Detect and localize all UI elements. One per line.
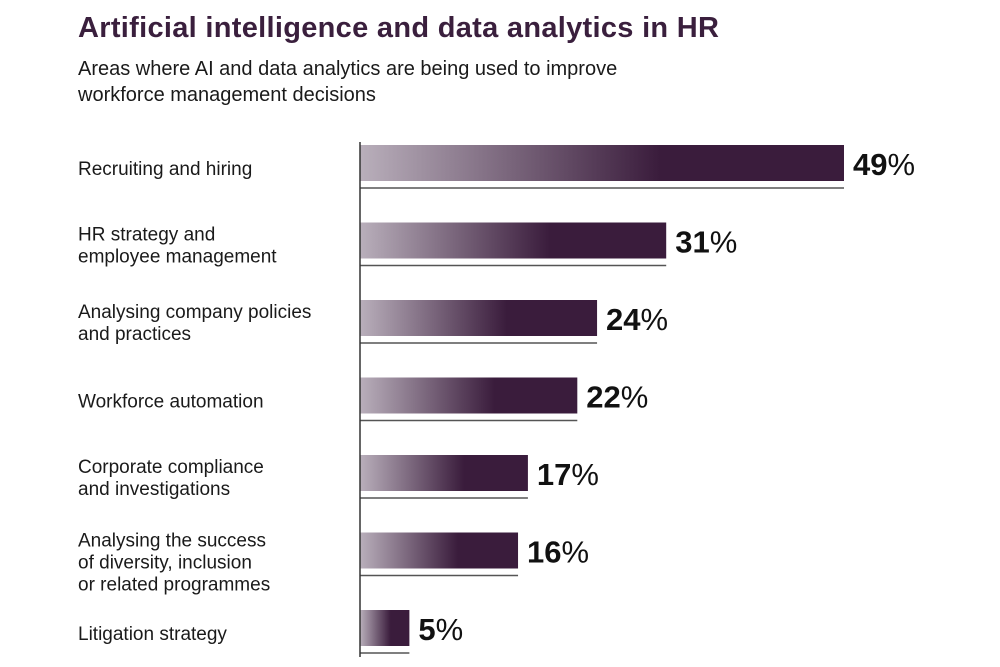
value-percent-sign: % [621,380,649,415]
value-label: 16% [527,535,589,570]
chart-title: Artificial intelligence and data analyti… [78,12,720,44]
category-label-line: Analysing the success [78,531,266,552]
bar [360,532,519,569]
value-label: 17% [537,457,599,492]
value-number: 24 [606,302,641,337]
value-number: 31 [675,225,709,260]
value-number: 5 [418,612,435,647]
category-label-line: Analysing company policies [78,302,311,323]
bar [360,455,528,491]
value-number: 22 [586,380,620,415]
bars-layer: 49% Recruiting and hiring 31% HR strategy a… [78,145,915,654]
category-label-line: Litigation strategy [78,624,227,645]
value-number: 16 [527,535,561,570]
value-percent-sign: % [710,225,738,260]
bar [360,300,598,336]
value-label: 49% [853,147,915,182]
category-label: Corporate compliance and investigations [78,457,264,500]
value-label: 22% [586,380,648,415]
bar [360,610,410,646]
bar [360,222,667,259]
value-number: 17 [537,457,571,492]
category-label-line: and investigations [78,479,230,500]
category-label-line: Workforce automation [78,392,264,413]
category-label-line: HR strategy and [78,225,215,246]
value-percent-sign: % [436,612,464,647]
bar [360,377,578,414]
category-label-line: employee management [78,247,277,268]
category-label: Litigation strategy [78,624,227,645]
value-percent-sign: % [641,302,669,337]
chart-subtitle: Areas where AI and data analytics are be… [78,58,618,106]
category-label: Recruiting and hiring [78,159,252,180]
value-percent-sign: % [571,457,599,492]
value-percent-sign: % [887,147,915,182]
value-label: 5% [418,612,463,647]
value-percent-sign: % [562,535,590,570]
bar [360,145,844,181]
value-label: 31% [675,225,737,260]
category-label-line: and practices [78,324,191,345]
value-number: 49 [853,147,887,182]
category-label-line: Recruiting and hiring [78,159,252,180]
category-label: HR strategy and employee management [78,225,277,268]
category-label-line: or related programmes [78,575,270,596]
category-label-line: Corporate compliance [78,457,264,478]
category-label-line: of diversity, inclusion [78,553,252,574]
category-label: Workforce automation [78,392,264,413]
category-label: Analysing the success of diversity, inclu… [78,531,270,596]
value-label: 24% [606,302,668,337]
category-label: Analysing company policies and practices [78,302,311,345]
